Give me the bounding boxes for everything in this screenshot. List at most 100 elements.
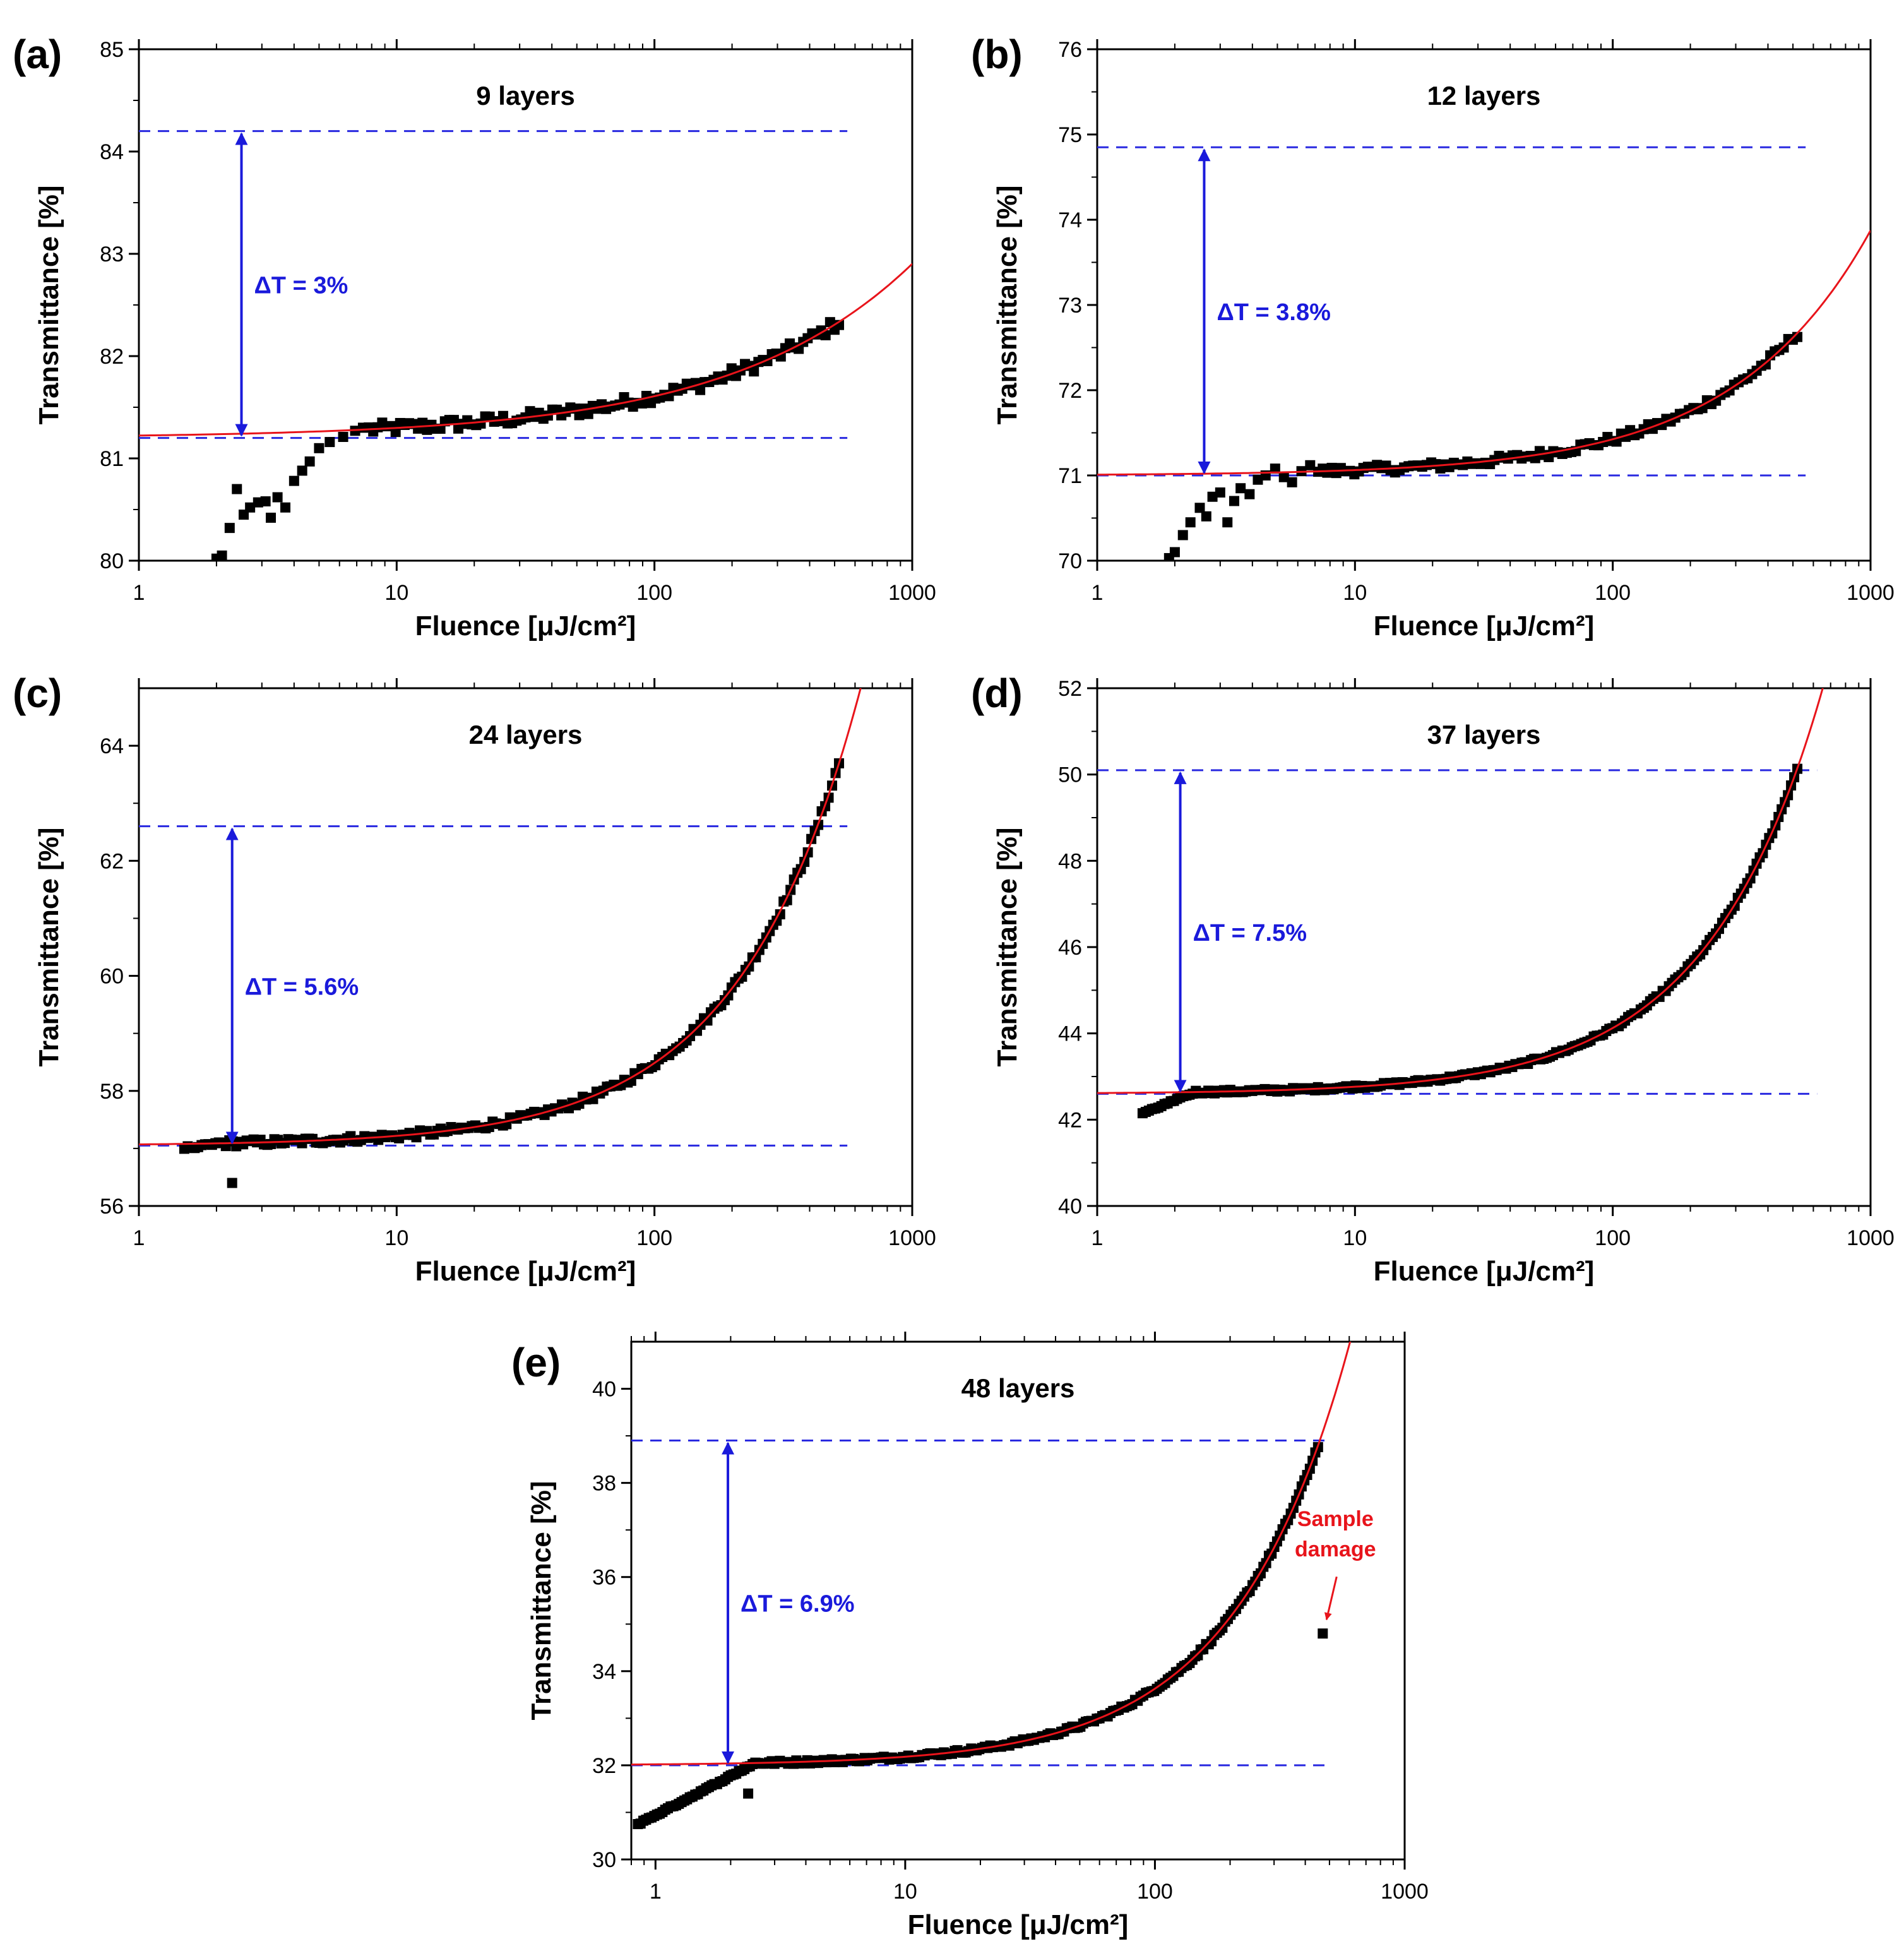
- panel-title: 24 layers: [469, 720, 583, 749]
- plot-frame: [630, 1340, 1406, 1861]
- x-tick-label: 1000: [1381, 1880, 1429, 1904]
- y-axis-title: Transmittance [%]: [992, 828, 1023, 1067]
- x-tick-label: 100: [1595, 581, 1631, 605]
- delta-label: ΔT = 3.8%: [1217, 299, 1330, 326]
- data-point: [280, 502, 291, 513]
- data-point: [1177, 530, 1188, 540]
- x-axis-title: Fluence [μJ/cm²]: [415, 611, 636, 641]
- y-tick-label: 80: [100, 549, 124, 573]
- data-point: [824, 317, 835, 328]
- plot-area: [631, 1342, 1352, 1830]
- x-axis-title: Fluence [μJ/cm²]: [1374, 611, 1595, 641]
- panel-title: 12 layers: [1427, 81, 1541, 110]
- x-tick-label: 10: [1343, 581, 1367, 605]
- x-axis-title: Fluence [μJ/cm²]: [908, 1909, 1129, 1940]
- panel-e: (e) 1 10 100 1000 30 32 34 36 38 40 Fluence [μJ/cm²…: [511, 1332, 1429, 1940]
- y-tick-label: 46: [1058, 936, 1082, 960]
- delta-label: ΔT = 5.6%: [245, 974, 359, 1001]
- x-tick-label: 10: [893, 1880, 917, 1904]
- data-point: [1229, 496, 1240, 506]
- data-series: [211, 317, 845, 561]
- data-point: [266, 512, 277, 523]
- y-tick-label: 83: [100, 242, 124, 266]
- data-point: [448, 415, 459, 426]
- data-point: [1287, 477, 1297, 487]
- data-point: [1169, 547, 1180, 558]
- data-point: [1215, 487, 1225, 498]
- fit-curve: [1097, 230, 1871, 476]
- panel-b: (b) 1 10 100 1000 70 71 72 73 74 75 76 Fluence [μJ/c…: [971, 32, 1895, 641]
- x-tick-label: 1: [133, 581, 145, 605]
- plot-area: [1097, 688, 1824, 1119]
- x-tick-label: 1000: [1847, 1226, 1895, 1250]
- panel-title: 9 layers: [476, 81, 574, 110]
- x-tick-label: 10: [384, 1226, 408, 1250]
- data-point: [1235, 483, 1246, 494]
- plot-frame: [138, 48, 913, 562]
- delta-label: ΔT = 7.5%: [1193, 920, 1307, 946]
- data-point: [260, 496, 271, 507]
- x-axis-title: Fluence [μJ/cm²]: [1374, 1256, 1595, 1287]
- y-tick-label: 36: [592, 1566, 616, 1590]
- fit-curve: [631, 1342, 1352, 1766]
- y-tick-label: 32: [592, 1754, 616, 1778]
- panel-label: (d): [971, 671, 1023, 716]
- y-tick-label: 40: [1058, 1195, 1082, 1219]
- data-point: [726, 363, 737, 374]
- y-tick-label: 84: [100, 140, 124, 164]
- x-tick-label: 1000: [888, 1226, 936, 1250]
- data-point: [1270, 463, 1280, 474]
- delta-label: ΔT = 6.9%: [741, 1591, 854, 1618]
- data-point: [227, 1178, 237, 1188]
- data-point: [1244, 489, 1255, 499]
- data-point: [1222, 517, 1233, 528]
- x-tick-label: 10: [384, 581, 408, 605]
- y-tick-label: 71: [1058, 464, 1082, 488]
- x-tick-label: 1: [1092, 1226, 1104, 1250]
- panel-d: (d) 1 10 100 1000 40 42 44 46 48 50 52 Fluence [μJ/c…: [971, 671, 1895, 1287]
- x-tick-label: 1: [133, 1226, 145, 1250]
- x-tick-label: 100: [636, 1226, 672, 1250]
- annotation-arrow: [1324, 1576, 1338, 1621]
- y-tick-label: 60: [100, 965, 124, 989]
- annotation-text: damage: [1295, 1537, 1376, 1561]
- y-tick-label: 38: [592, 1472, 616, 1496]
- panel-c: (c) 1 10 100 1000 56 58 60 62 64 Fluence [μJ/cm²] T…: [13, 671, 936, 1287]
- y-tick-label: 42: [1058, 1108, 1082, 1132]
- panel-label: (a): [13, 32, 62, 77]
- data-point: [695, 385, 706, 395]
- plot-area: [139, 130, 912, 561]
- y-axis-title: Transmittance [%]: [526, 1481, 557, 1721]
- y-tick-label: 73: [1058, 294, 1082, 318]
- y-tick-label: 85: [100, 38, 124, 62]
- panel-label: (c): [13, 671, 62, 716]
- data-point: [338, 431, 348, 442]
- x-tick-label: 10: [1343, 1226, 1367, 1250]
- y-tick-label: 70: [1058, 549, 1082, 573]
- data-series: [179, 758, 845, 1188]
- x-tick-label: 1: [1092, 581, 1104, 605]
- panel-a: (a) 1 10 100 1000 80 81 82 83 84 85 Fluence [μJ/cm²…: [13, 32, 936, 641]
- data-point: [702, 1015, 713, 1026]
- data-point: [1252, 474, 1263, 485]
- y-tick-label: 76: [1058, 38, 1082, 62]
- data-point: [1318, 1628, 1328, 1639]
- delta-label: ΔT = 3%: [254, 273, 348, 299]
- plot-frame: [138, 687, 913, 1207]
- x-tick-label: 100: [1137, 1880, 1173, 1904]
- y-tick-label: 52: [1058, 677, 1082, 701]
- data-point: [1278, 472, 1289, 482]
- data-point: [245, 502, 256, 513]
- data-point: [324, 437, 335, 448]
- data-point: [304, 456, 315, 467]
- panel-label: (e): [511, 1340, 561, 1385]
- data-point: [272, 492, 283, 503]
- fit-curve: [139, 688, 862, 1145]
- y-tick-label: 82: [100, 345, 124, 369]
- y-tick-label: 56: [100, 1195, 124, 1219]
- x-tick-label: 100: [636, 581, 672, 605]
- x-tick-label: 1: [650, 1880, 662, 1904]
- x-axis-title: Fluence [μJ/cm²]: [415, 1256, 636, 1287]
- y-tick-label: 34: [592, 1660, 616, 1684]
